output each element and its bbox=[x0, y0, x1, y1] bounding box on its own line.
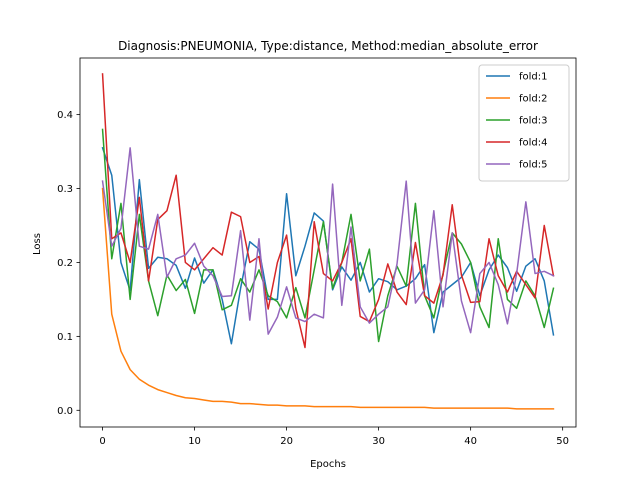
y-tick-label: 0.1 bbox=[57, 332, 73, 343]
legend-label-4: fold:4 bbox=[519, 138, 548, 149]
x-tick-label: 20 bbox=[280, 436, 293, 447]
y-tick-label: 0.0 bbox=[57, 406, 73, 417]
y-tick-label: 0.4 bbox=[57, 110, 73, 121]
series-line-5 bbox=[101, 147, 555, 335]
x-axis-label: Epochs bbox=[310, 459, 346, 470]
series-line-4 bbox=[101, 73, 555, 349]
x-tick-label: 10 bbox=[188, 436, 201, 447]
legend: fold:1 fold:2 fold:3 fold:4 fold:5 bbox=[478, 64, 570, 182]
x-tick-label: 40 bbox=[464, 436, 477, 447]
legend-box bbox=[478, 64, 570, 182]
x-tick-label: 0 bbox=[99, 436, 105, 447]
legend-label-3: fold:3 bbox=[519, 116, 548, 127]
y-tick-label: 0.3 bbox=[57, 184, 73, 195]
y-tick-label: 0.2 bbox=[57, 258, 73, 269]
plot-area: 0 10 20 30 40 500.00.10.20.30.4fold:1fold:2fo… bbox=[57, 57, 577, 447]
x-tick-label: 30 bbox=[372, 436, 385, 447]
series-line-2 bbox=[101, 187, 555, 410]
y-axis-label: Loss bbox=[32, 233, 43, 255]
legend-label-2: fold:2 bbox=[519, 94, 548, 105]
legend-label-1: fold:1 bbox=[519, 72, 548, 83]
axes-frame bbox=[79, 57, 577, 428]
chart-title: Diagnosis:PNEUMONIA, Type:distance, Meth… bbox=[118, 39, 538, 53]
legend-label-5: fold:5 bbox=[519, 160, 548, 171]
x-tick-label: 50 bbox=[556, 436, 569, 447]
